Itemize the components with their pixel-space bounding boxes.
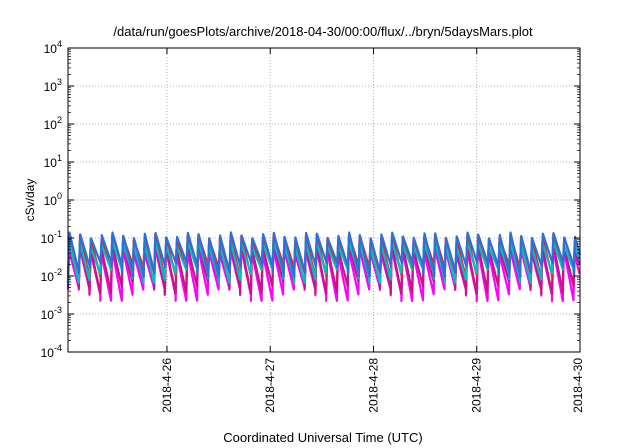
y-tick-label: 103: [44, 77, 62, 94]
grid-lines: [68, 48, 581, 352]
x-tick-label: 2018-4-29: [470, 358, 484, 413]
x-axis: 2018-4-26 2018-4-27 2018-4-28 2018-4-29 2018…: [160, 48, 585, 413]
y-tick-label: 10-2: [41, 267, 62, 284]
series-line: [67, 231, 581, 278]
y-axis: 10-4 10-3 10-2 10-1 100 101 102 103 104: [41, 39, 580, 360]
y-tick-label: 104: [44, 39, 62, 56]
y-tick-label: 101: [44, 153, 62, 170]
y-tick-label: 100: [44, 191, 62, 208]
x-tick-label: 2018-4-26: [160, 358, 174, 413]
series-layer: [66, 231, 581, 303]
x-tick-label: 2018-4-30: [571, 358, 585, 413]
x-tick-label: 2018-4-27: [263, 358, 277, 413]
chart-title: /data/run/goesPlots/archive/2018-04-30/0…: [113, 24, 533, 39]
y-tick-label: 10-3: [41, 305, 62, 322]
series-line: [66, 239, 581, 284]
y-tick-label: 10-4: [41, 343, 62, 360]
x-tick-label: 2018-4-28: [366, 358, 380, 413]
y-tick-label: 102: [44, 115, 62, 132]
y-axis-label: cSv/day: [23, 179, 37, 222]
y-tick-label: 10-1: [41, 229, 62, 246]
x-axis-label: Coordinated Universal Time (UTC): [223, 430, 422, 445]
